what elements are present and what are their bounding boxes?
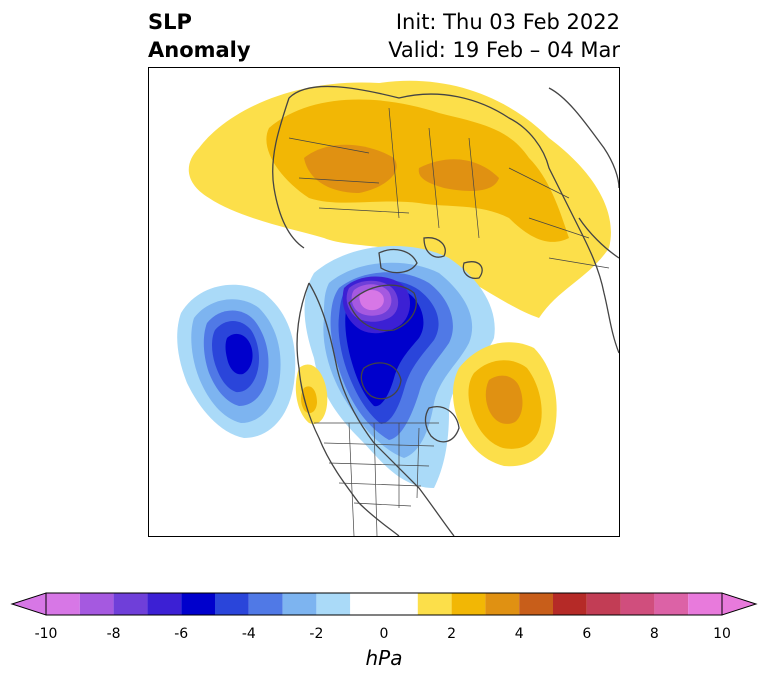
colorbar-tick-label: 8 bbox=[649, 626, 659, 642]
colorbar-bin bbox=[417, 593, 452, 615]
colorbar-bin bbox=[688, 593, 722, 615]
colorbar-tick-label: -10 bbox=[34, 626, 58, 642]
contour-4hPa bbox=[485, 375, 523, 424]
arctic-islands bbox=[378, 237, 483, 279]
contour-minus-5hPa bbox=[225, 333, 253, 375]
colorbar-tick-label: 6 bbox=[582, 626, 592, 642]
colorbar-tick-label: -2 bbox=[309, 626, 324, 642]
contour-minus-9hPa bbox=[359, 290, 384, 311]
greenland-coast bbox=[348, 284, 417, 332]
valid-range: Valid: 19 Feb – 04 Mar bbox=[388, 38, 620, 62]
colorbar-bin bbox=[248, 593, 283, 615]
colorbar-tick-label: -8 bbox=[106, 626, 121, 642]
colorbar-tick-label: -4 bbox=[241, 626, 256, 642]
map-svg bbox=[177, 80, 619, 536]
colorbar-bin bbox=[350, 593, 418, 615]
colorbar-unit: hPa bbox=[365, 646, 403, 670]
conus-borders bbox=[314, 422, 439, 536]
contour-3hPa bbox=[266, 99, 569, 242]
colorbar-tick-label: 10 bbox=[713, 626, 731, 642]
contour-3hPa bbox=[301, 386, 317, 414]
colorbar-bin bbox=[519, 593, 553, 615]
north-america-coast bbox=[296, 282, 460, 536]
colorbar-bin bbox=[147, 593, 182, 615]
colorbar-bin bbox=[113, 593, 148, 615]
colorbar-extend-low bbox=[10, 592, 47, 616]
chart-title: SLP Anomaly bbox=[148, 8, 251, 64]
colorbar-bin bbox=[451, 593, 486, 615]
colorbar bbox=[10, 592, 758, 616]
hudson-bay bbox=[360, 362, 402, 400]
colorbar-bin bbox=[181, 593, 215, 615]
positive-anomaly-alaska-coast bbox=[295, 364, 328, 424]
east-asia-coast bbox=[548, 87, 619, 259]
colorbar-tick-label: 4 bbox=[514, 626, 524, 642]
init-date: Init: Thu 03 Feb 2022 bbox=[395, 10, 620, 34]
eurasia-coast bbox=[272, 85, 619, 354]
colorbar-bin bbox=[282, 593, 317, 615]
colorbar-tick-label: -6 bbox=[174, 626, 189, 642]
chart-subtitle: Init: Thu 03 Feb 2022 Valid: 19 Feb – 04… bbox=[388, 8, 620, 64]
negative-anomaly-north-pacific bbox=[177, 284, 296, 438]
colorbar-extend-high bbox=[721, 592, 758, 616]
positive-anomaly-eurasia bbox=[188, 80, 611, 318]
title-line-1: SLP bbox=[148, 10, 192, 34]
negative-anomaly-arctic-canada bbox=[304, 246, 495, 488]
coastlines bbox=[272, 85, 619, 536]
colorbar-bin bbox=[46, 593, 80, 615]
colorbar-bin bbox=[316, 593, 351, 615]
anomaly-map bbox=[148, 67, 620, 537]
eurasia-borders bbox=[288, 107, 610, 269]
colorbar-tick-label: 2 bbox=[447, 626, 457, 642]
title-line-2: Anomaly bbox=[148, 38, 251, 62]
positive-anomaly-north-atlantic bbox=[453, 342, 557, 467]
colorbar-bin bbox=[485, 593, 520, 615]
colorbar-bin bbox=[620, 593, 655, 615]
colorbar-bin bbox=[215, 593, 249, 615]
colorbar-bin bbox=[553, 593, 587, 615]
contour-4hPa-west bbox=[304, 144, 397, 193]
colorbar-bin bbox=[586, 593, 621, 615]
colorbar-tick-label: 0 bbox=[379, 626, 389, 642]
colorbar-bin bbox=[79, 593, 114, 615]
colorbar-bin bbox=[654, 593, 689, 615]
contour-4hPa-east bbox=[418, 159, 499, 191]
